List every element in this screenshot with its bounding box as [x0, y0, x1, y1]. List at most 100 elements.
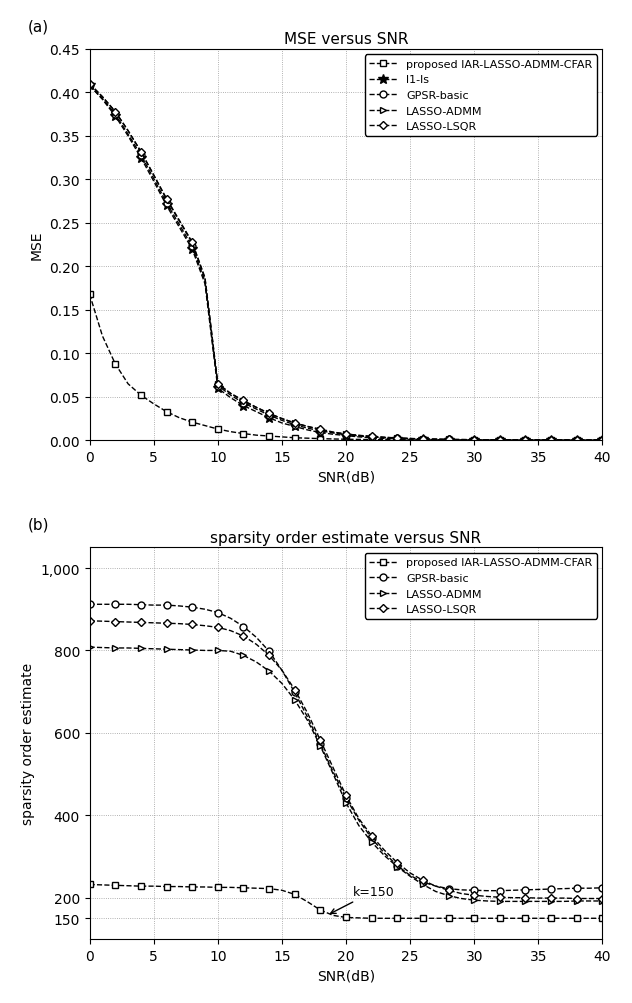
LASSO-ADMM [496, 434, 504, 446]
l1-ls [355, 431, 363, 443]
LASSO-LSQR [227, 388, 234, 400]
LASSO-LSQR [445, 885, 453, 897]
proposed IAR-LASSO-ADMM-CFAR [496, 434, 504, 446]
GPSR-basic [445, 883, 453, 895]
GPSR-basic [240, 397, 247, 409]
proposed IAR-LASSO-ADMM-CFAR [265, 883, 273, 895]
GPSR-basic [573, 883, 581, 895]
proposed IAR-LASSO-ADMM-CFAR [317, 433, 324, 445]
GPSR-basic [137, 599, 145, 611]
LASSO-ADMM [125, 125, 132, 137]
proposed IAR-LASSO-ADMM-CFAR [176, 881, 183, 893]
LASSO-LSQR [521, 434, 529, 446]
proposed IAR-LASSO-ADMM-CFAR [573, 913, 581, 925]
GPSR-basic [99, 599, 106, 611]
l1-ls [380, 433, 388, 445]
LASSO-LSQR [342, 428, 349, 440]
proposed IAR-LASSO-ADMM-CFAR [86, 879, 94, 891]
l1-ls [586, 434, 593, 446]
LASSO-ADMM [521, 896, 529, 908]
GPSR-basic [150, 174, 157, 186]
l1-ls [291, 421, 298, 433]
LASSO-ADMM [137, 146, 145, 158]
proposed IAR-LASSO-ADMM-CFAR [445, 913, 453, 925]
LASSO-ADMM [291, 417, 298, 429]
LASSO-ADMM [265, 408, 273, 420]
proposed IAR-LASSO-ADMM-CFAR [304, 432, 312, 444]
proposed IAR-LASSO-ADMM-CFAR [278, 431, 286, 443]
proposed IAR-LASSO-ADMM-CFAR [560, 434, 568, 446]
l1-ls [162, 201, 170, 213]
LASSO-ADMM [176, 216, 183, 228]
proposed IAR-LASSO-ADMM-CFAR [176, 412, 183, 424]
proposed IAR-LASSO-ADMM-CFAR [599, 913, 606, 925]
LASSO-LSQR [125, 125, 132, 137]
proposed IAR-LASSO-ADMM-CFAR [329, 433, 337, 445]
LASSO-LSQR [355, 812, 363, 824]
proposed IAR-LASSO-ADMM-CFAR [252, 429, 260, 441]
l1-ls [560, 434, 568, 446]
proposed IAR-LASSO-ADMM-CFAR [496, 913, 504, 925]
GPSR-basic [380, 432, 388, 444]
GPSR-basic [265, 409, 273, 421]
GPSR-basic [470, 885, 478, 897]
proposed IAR-LASSO-ADMM-CFAR [240, 428, 247, 440]
proposed IAR-LASSO-ADMM-CFAR [586, 913, 593, 925]
LASSO-LSQR [252, 639, 260, 651]
proposed IAR-LASSO-ADMM-CFAR [137, 881, 145, 893]
LASSO-ADMM [355, 430, 363, 442]
GPSR-basic [458, 434, 465, 446]
LASSO-LSQR [265, 650, 273, 662]
GPSR-basic [368, 832, 375, 845]
GPSR-basic [329, 766, 337, 778]
LASSO-ADMM [111, 642, 119, 654]
GPSR-basic [227, 390, 234, 402]
proposed IAR-LASSO-ADMM-CFAR [329, 910, 337, 922]
LASSO-LSQR [509, 892, 516, 904]
LASSO-LSQR [150, 170, 157, 182]
GPSR-basic [483, 885, 491, 897]
l1-ls [406, 433, 414, 445]
LASSO-LSQR [137, 146, 145, 158]
LASSO-LSQR [265, 408, 273, 420]
LASSO-LSQR [188, 237, 196, 249]
LASSO-LSQR [291, 684, 298, 696]
GPSR-basic [380, 848, 388, 860]
GPSR-basic [329, 427, 337, 439]
l1-ls [432, 434, 439, 446]
LASSO-ADMM [380, 850, 388, 862]
GPSR-basic [445, 434, 453, 446]
LASSO-ADMM [342, 428, 349, 440]
LASSO-ADMM [188, 644, 196, 656]
GPSR-basic [355, 814, 363, 826]
GPSR-basic [150, 600, 157, 612]
Text: k=150: k=150 [331, 885, 394, 914]
LASSO-LSQR [586, 434, 593, 446]
LASSO-ADMM [176, 644, 183, 656]
LASSO-LSQR [125, 617, 132, 629]
proposed IAR-LASSO-ADMM-CFAR [470, 434, 478, 446]
proposed IAR-LASSO-ADMM-CFAR [419, 913, 427, 925]
LASSO-LSQR [560, 434, 568, 446]
GPSR-basic [291, 419, 298, 431]
proposed IAR-LASSO-ADMM-CFAR [535, 434, 542, 446]
LASSO-LSQR [176, 618, 183, 630]
GPSR-basic [560, 434, 568, 446]
LASSO-ADMM [150, 170, 157, 182]
LASSO-LSQR [547, 434, 555, 446]
l1-ls [125, 130, 132, 142]
proposed IAR-LASSO-ADMM-CFAR [162, 406, 170, 418]
LASSO-LSQR [240, 630, 247, 642]
GPSR-basic [214, 607, 222, 619]
GPSR-basic [125, 599, 132, 611]
LASSO-ADMM [547, 434, 555, 446]
LASSO-ADMM [317, 740, 324, 752]
LASSO-LSQR [162, 194, 170, 206]
LASSO-ADMM [432, 886, 439, 898]
LASSO-ADMM [394, 861, 401, 873]
Line: LASSO-ADMM: LASSO-ADMM [86, 81, 606, 444]
GPSR-basic [586, 434, 593, 446]
LASSO-LSQR [483, 891, 491, 903]
LASSO-ADMM [419, 879, 427, 891]
l1-ls [150, 176, 157, 188]
